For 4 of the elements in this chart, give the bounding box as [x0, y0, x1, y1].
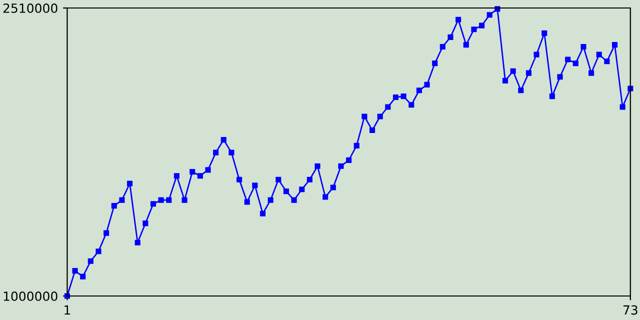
- x-tick-label: 1: [64, 305, 70, 315]
- y-tick-label: 1000000: [4, 291, 58, 301]
- x-tick-label: 73: [623, 305, 638, 315]
- y-tick-label: 2510000: [3, 3, 58, 13]
